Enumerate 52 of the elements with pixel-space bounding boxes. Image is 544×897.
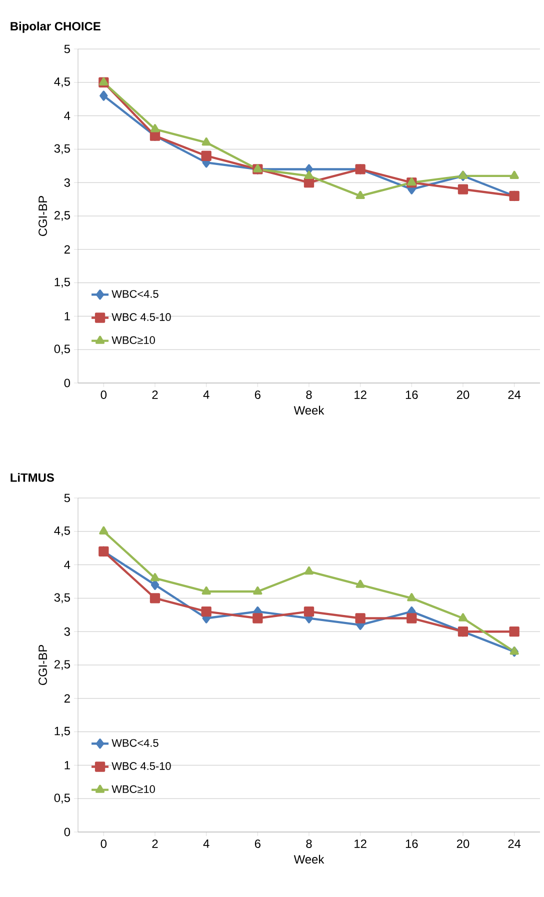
x-tick-label: 0	[100, 390, 107, 399]
legend-label: WBC 4.5-10	[112, 313, 171, 321]
y-tick-label: 0	[64, 378, 70, 388]
x-axis-title: Week	[294, 854, 324, 864]
x-tick-label: 4	[203, 390, 210, 399]
y-tick-label: 0,5	[54, 794, 70, 804]
y-tick-label: 0	[64, 828, 70, 836]
legend-label: WBC≥10	[112, 336, 155, 344]
x-axis-title: Week	[294, 406, 324, 415]
chart-title: LiTMUS	[10, 473, 54, 482]
x-tick-label: 20	[456, 390, 470, 399]
y-tick-label: 1,5	[54, 726, 70, 737]
y-tick-label: 4,5	[54, 78, 70, 88]
y-tick-label: 5	[64, 494, 70, 502]
x-tick-label: 20	[456, 840, 470, 848]
legend-label: WBC 4.5-10	[112, 762, 171, 770]
legend-label: WBC≥10	[112, 785, 155, 794]
y-tick-label: 5	[64, 44, 70, 54]
x-tick-label: 12	[354, 840, 366, 848]
y-tick-label: 4	[64, 112, 70, 120]
legend-label: WBC<4.5	[112, 290, 158, 298]
y-tick-label: 4,5	[54, 526, 70, 536]
x-tick-label: 4	[203, 840, 210, 848]
x-tick-label: 6	[254, 390, 260, 399]
x-tick-label: 16	[406, 840, 418, 848]
x-tick-label: 24	[508, 840, 521, 848]
y-tick-label: 0,5	[54, 344, 70, 355]
y-tick-label: 2,5	[54, 660, 70, 670]
y-tick-label: 1	[64, 312, 70, 320]
legend-label: WBC<4.5	[112, 739, 158, 747]
y-axis-title: CGI-BP	[38, 645, 48, 685]
y-tick-label: 2	[64, 694, 70, 703]
y-tick-label: 4	[64, 560, 70, 569]
y-tick-label: 3,5	[54, 593, 70, 604]
x-tick-label: 8	[306, 390, 312, 399]
y-tick-label: 1,5	[54, 278, 70, 288]
y-axis-title: CGI-BP	[38, 196, 48, 236]
y-tick-label: 1	[64, 761, 70, 770]
y-tick-label: 3	[64, 178, 70, 187]
x-tick-label: 24	[508, 390, 521, 399]
x-tick-label: 2	[152, 390, 158, 399]
x-tick-label: 0	[100, 840, 107, 848]
x-tick-label: 2	[152, 840, 158, 848]
x-tick-label: 16	[406, 390, 418, 399]
x-tick-label: 12	[354, 390, 366, 399]
x-tick-label: 6	[254, 840, 260, 848]
y-tick-label: 2,5	[54, 211, 70, 221]
y-tick-label: 3,5	[54, 144, 70, 154]
chart-title: Bipolar CHOICE	[10, 22, 100, 33]
y-tick-label: 3	[64, 627, 70, 636]
x-tick-label: 8	[306, 840, 312, 848]
y-tick-label: 2	[64, 245, 70, 254]
